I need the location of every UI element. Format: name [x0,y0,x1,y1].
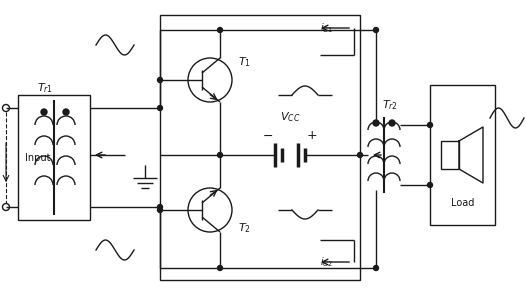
Circle shape [428,183,432,188]
Circle shape [373,265,379,270]
Circle shape [63,109,69,115]
Text: $V_{CC}$: $V_{CC}$ [280,110,300,124]
Circle shape [157,106,163,111]
Circle shape [373,120,379,126]
Text: $i_{C1}$: $i_{C1}$ [320,21,333,35]
Text: $-$: $-$ [262,128,274,141]
Text: $T_1$: $T_1$ [238,55,251,69]
Text: $+$: $+$ [306,128,318,141]
Text: $T_2$: $T_2$ [238,221,251,235]
Circle shape [157,205,163,210]
Text: $T_{r1}$: $T_{r1}$ [37,81,53,95]
Bar [160,15,360,280]
Circle shape [41,109,47,115]
Circle shape [217,265,222,270]
Circle shape [373,28,379,33]
Text: $T_{r2}$: $T_{r2}$ [382,98,398,112]
Circle shape [389,120,395,126]
Text: $i_{C2}$: $i_{C2}$ [320,255,333,269]
Bar [18,95,90,220]
Circle shape [358,153,362,158]
Circle shape [157,208,163,213]
Circle shape [217,28,222,33]
Circle shape [157,78,163,83]
Bar [430,85,495,225]
Text: Input: Input [25,153,50,163]
Text: Load: Load [451,198,474,208]
Circle shape [428,123,432,128]
Circle shape [217,153,222,158]
Bar [441,141,459,169]
